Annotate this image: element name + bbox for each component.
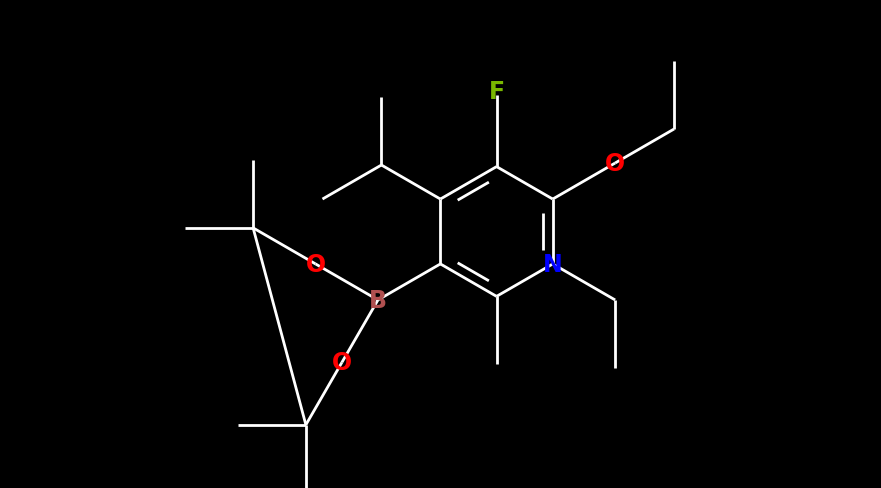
Text: O: O [306,252,326,276]
Text: B: B [369,288,387,312]
Text: N: N [543,252,563,276]
Text: F: F [488,80,505,103]
Text: O: O [605,152,626,176]
Text: O: O [332,351,352,375]
